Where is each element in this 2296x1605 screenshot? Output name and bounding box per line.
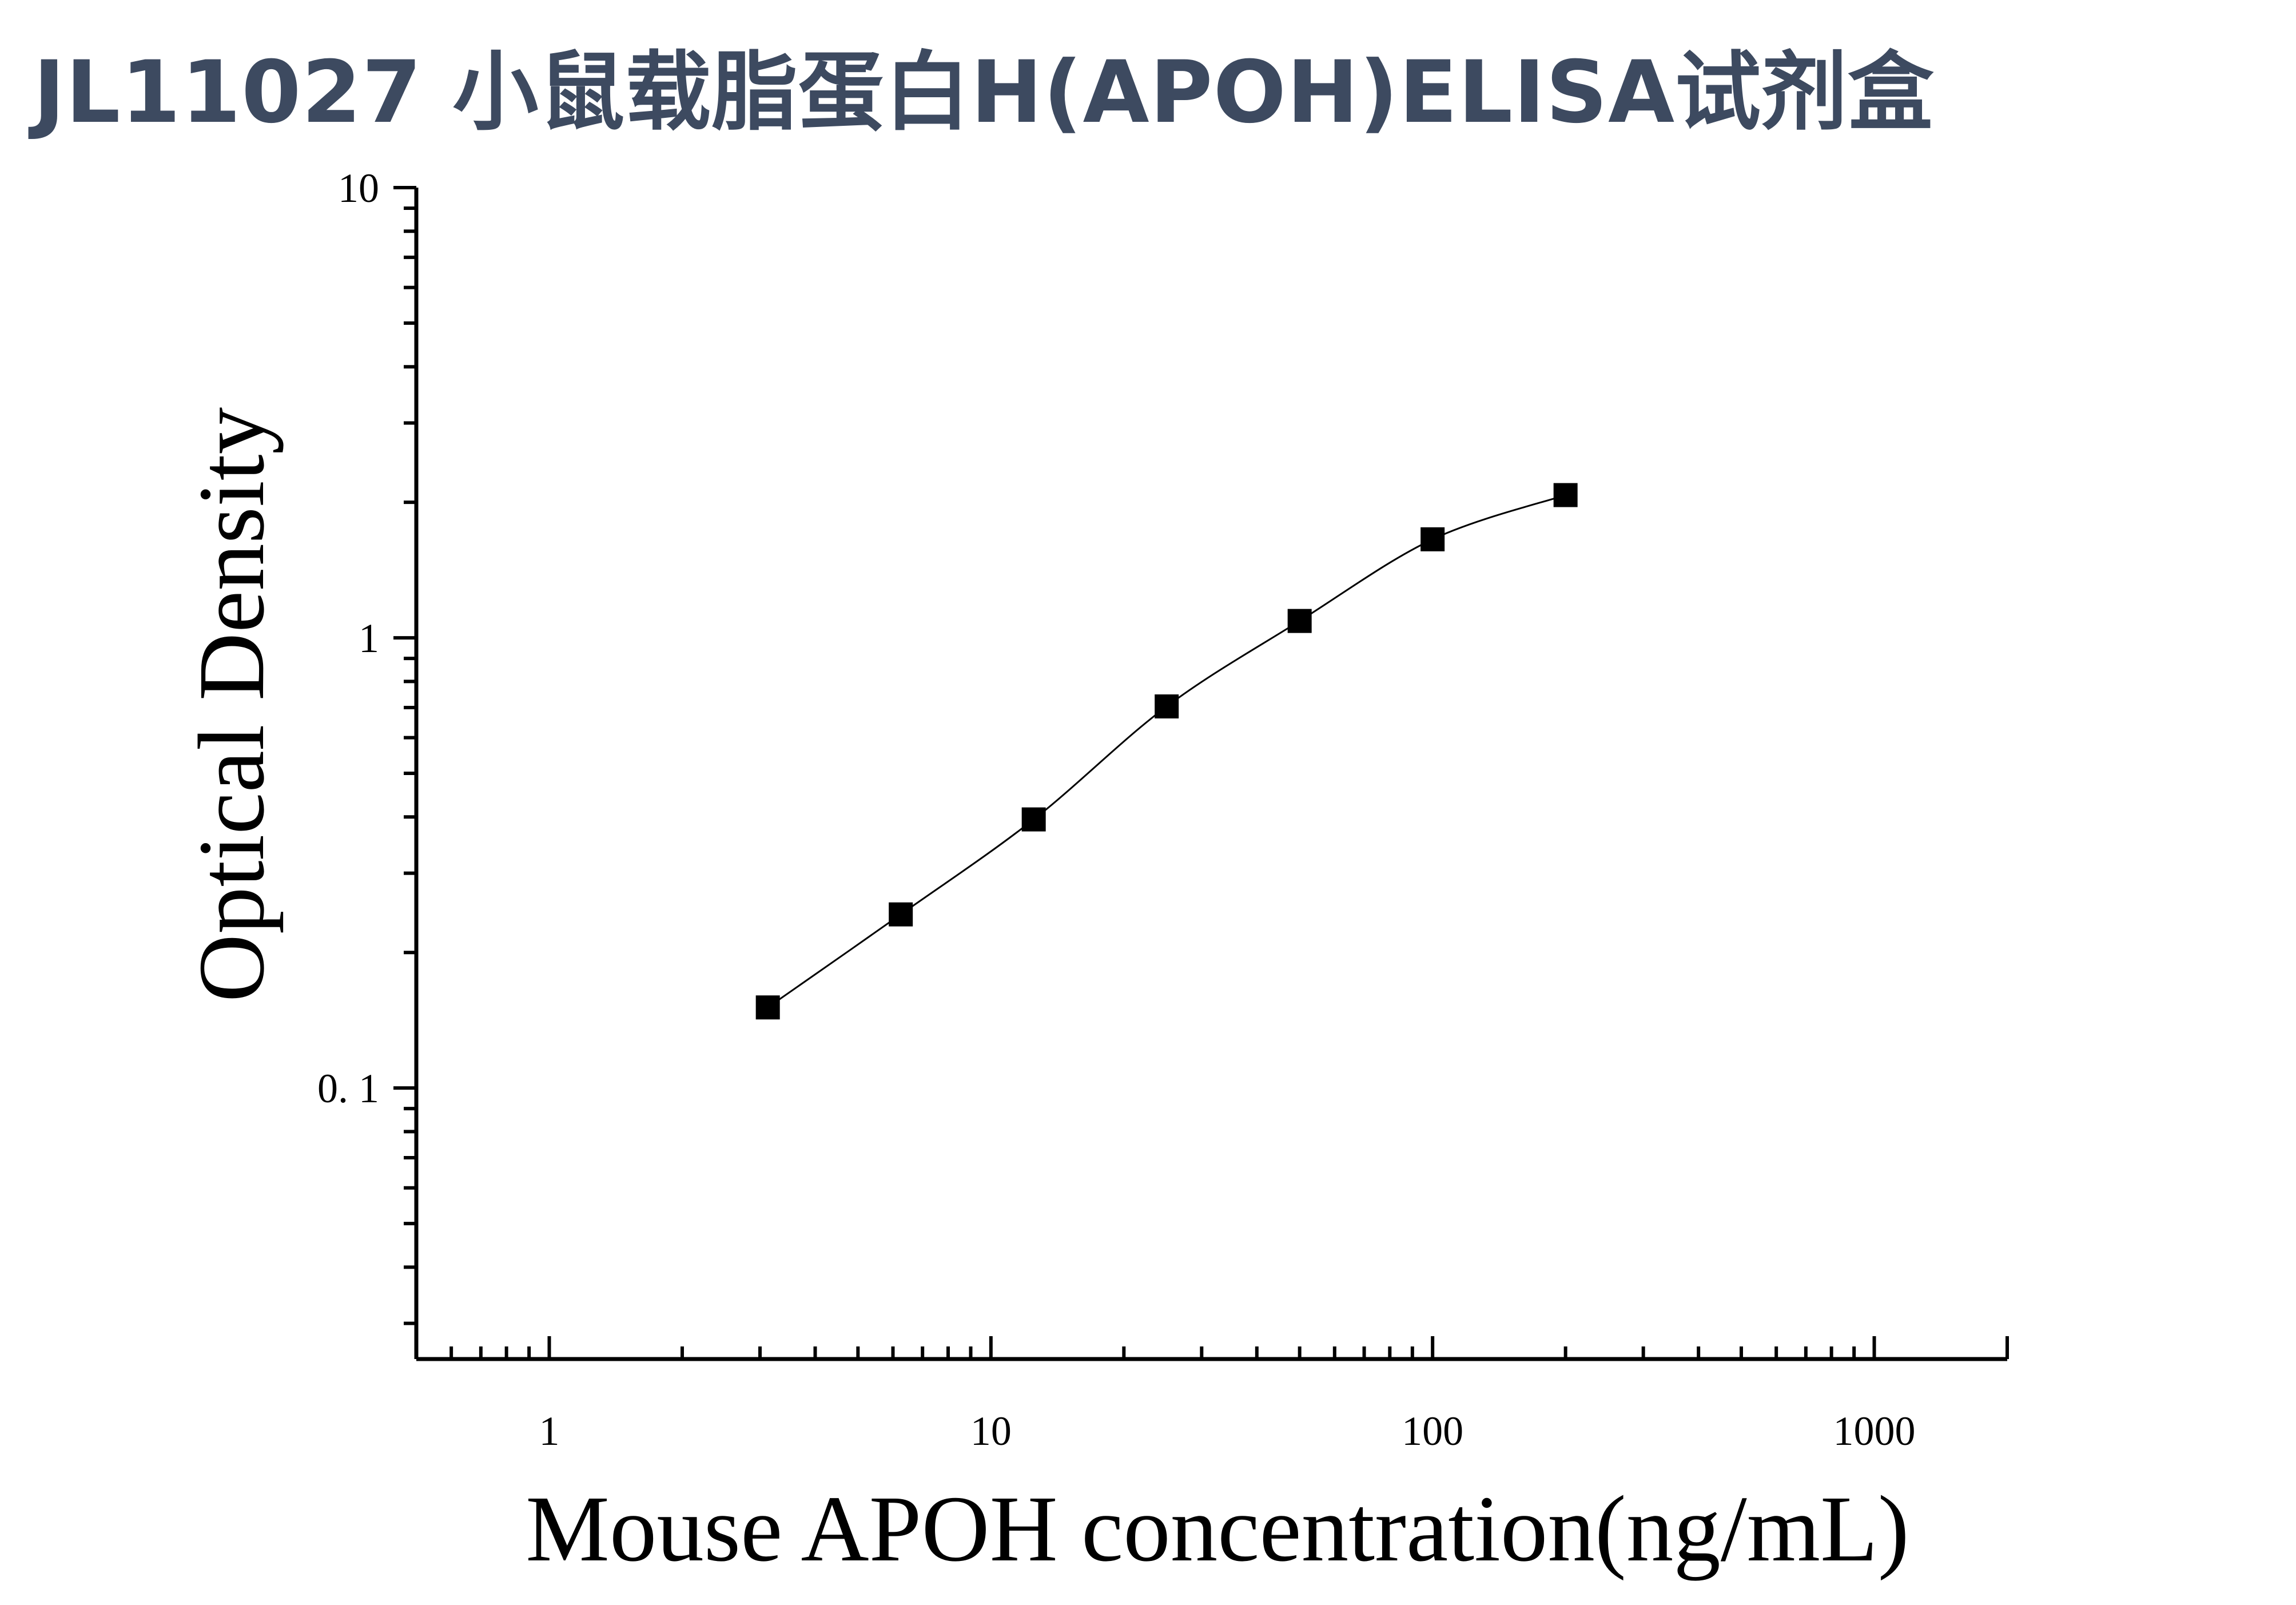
data-point [1155, 694, 1179, 719]
tick-labels: 1 10 100 1000 0. 1 1 10 [317, 165, 1916, 1454]
x-tick-label: 1 [539, 1408, 559, 1454]
y-axis-title: Optical Density [179, 407, 284, 1002]
data-point [1553, 483, 1578, 507]
x-tick-label: 10 [970, 1408, 1012, 1454]
axes [414, 188, 2007, 1361]
ticks [393, 186, 2009, 1359]
data-point [1420, 527, 1445, 551]
y-tick-label: 1 [359, 615, 379, 661]
x-axis-title: Mouse APOH concentration(ng/mL) [526, 1476, 1909, 1581]
y-tick-label: 0. 1 [317, 1066, 379, 1111]
data-point [1287, 609, 1312, 633]
y-tick-label: 10 [338, 165, 379, 211]
data-point [755, 995, 780, 1020]
x-tick-label: 1000 [1833, 1408, 1916, 1454]
x-tick-label: 100 [1402, 1408, 1463, 1454]
data-point [1021, 807, 1046, 832]
data-point [889, 902, 913, 927]
data-markers [755, 483, 1578, 1020]
page-title: JL11027 小鼠载脂蛋白H(APOH)ELISA试剂盒 [33, 43, 1935, 142]
fit-curve [767, 494, 1566, 1008]
